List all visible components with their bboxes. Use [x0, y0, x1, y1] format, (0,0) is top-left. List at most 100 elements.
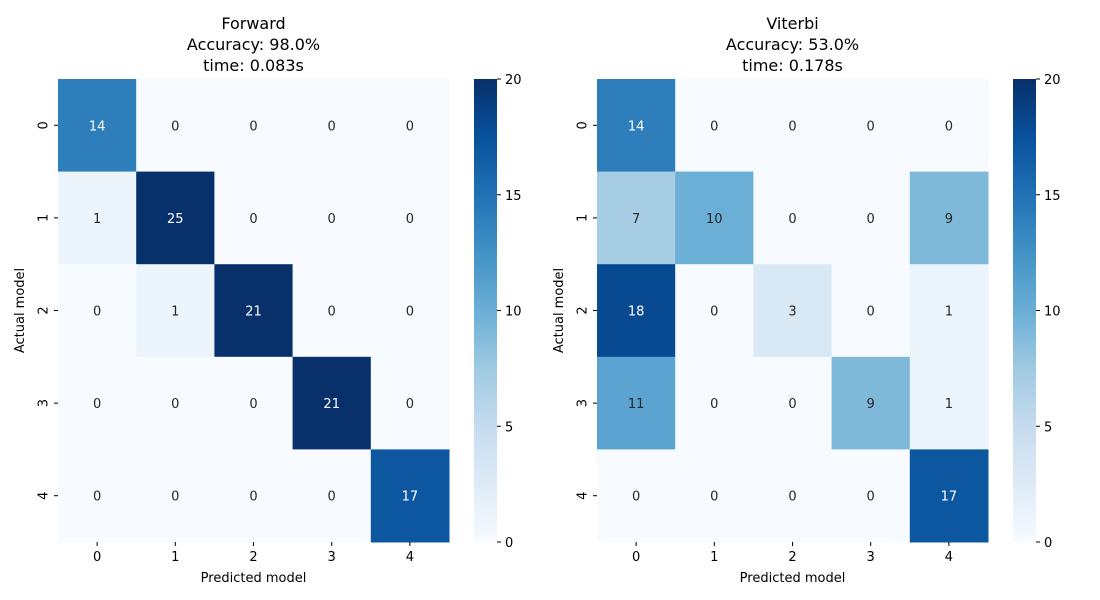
cell-value-label: 11 [628, 397, 645, 412]
y-axis-label: Actual model [552, 268, 567, 353]
x-tick-label: 2 [788, 550, 796, 565]
heatmap-cell [597, 79, 676, 173]
cell-value-label: 0 [171, 397, 179, 412]
heatmap-cell [831, 449, 911, 543]
heatmap-cell [136, 79, 215, 173]
y-tick-label: 3 [576, 399, 591, 407]
y-axis-label: Actual model [13, 268, 28, 353]
heatmap-cell [675, 449, 754, 543]
x-tick-label: 1 [171, 550, 179, 565]
heatmap-cell [214, 356, 294, 450]
cell-value-label: 1 [945, 305, 953, 320]
title-line-0: Viterbi [766, 14, 818, 33]
heatmap-cell [753, 449, 833, 543]
cell-value-label: 9 [945, 212, 953, 227]
x-tick-label: 2 [249, 550, 257, 565]
heatmap-cell [292, 171, 372, 265]
cell-value-label: 0 [249, 490, 257, 505]
cell-value-label: 0 [249, 397, 257, 412]
heatmap-cell [753, 264, 833, 358]
y-tick-label: 4 [37, 492, 52, 500]
cell-value-label: 0 [406, 212, 414, 227]
heatmap-cell [214, 449, 294, 543]
y-tick-label: 0 [37, 121, 52, 129]
heatmap-cell [136, 449, 215, 543]
cell-value-label: 0 [406, 397, 414, 412]
heatmap-cell [58, 171, 137, 265]
heatmap-cell [58, 264, 137, 358]
heatmap-cell [370, 356, 450, 450]
x-axis-label: Predicted model [740, 571, 846, 586]
colorbar-tick-label: 20 [1044, 73, 1061, 88]
cell-value-label: 0 [171, 490, 179, 505]
colorbar-tick-label: 0 [1044, 536, 1052, 551]
x-axis-label: Predicted model [201, 571, 307, 586]
heatmap-cell [909, 264, 989, 358]
y-tick-label: 1 [37, 214, 52, 222]
heatmap-cell [831, 356, 911, 450]
cell-value-label: 0 [249, 212, 257, 227]
heatmap-cell [831, 79, 911, 173]
y-tick-label: 0 [576, 121, 591, 129]
title-line-2: time: 0.083s [203, 56, 304, 75]
cell-value-label: 0 [945, 119, 953, 134]
x-tick-label: 1 [710, 550, 718, 565]
cell-value-label: 0 [406, 119, 414, 134]
colorbar-tick-label: 20 [505, 73, 522, 88]
cell-value-label: 0 [788, 397, 796, 412]
cell-value-label: 0 [93, 397, 101, 412]
heatmap-cell [909, 171, 989, 265]
cell-value-label: 0 [788, 490, 796, 505]
cell-value-label: 0 [788, 119, 796, 134]
colorbar-tick-label: 5 [505, 420, 513, 435]
cell-value-label: 3 [788, 305, 796, 320]
cell-value-label: 0 [328, 119, 336, 134]
title-line-1: Accuracy: 98.0% [187, 35, 320, 54]
colorbar [1013, 79, 1036, 542]
heatmap-cell [753, 171, 833, 265]
cell-value-label: 0 [93, 490, 101, 505]
cell-value-label: 0 [710, 397, 718, 412]
cell-value-label: 14 [628, 119, 645, 134]
x-tick-label: 3 [867, 550, 875, 565]
heatmap-cell [370, 79, 450, 173]
cell-value-label: 1 [171, 305, 179, 320]
heatmap-cell [292, 264, 372, 358]
heatmap-cell [675, 356, 754, 450]
heatmap-cell [214, 171, 294, 265]
colorbar-tick-label: 5 [1044, 420, 1052, 435]
x-tick-label: 0 [632, 550, 640, 565]
y-tick-label: 2 [576, 306, 591, 314]
cell-value-label: 18 [628, 305, 645, 320]
heatmap-cell [675, 171, 754, 265]
x-tick-label: 0 [93, 550, 101, 565]
cell-value-label: 21 [245, 305, 262, 320]
cell-value-label: 14 [89, 119, 106, 134]
heatmap-cell [214, 264, 294, 358]
heatmap-cell [597, 449, 676, 543]
cell-value-label: 0 [867, 490, 875, 505]
heatmap-cell [58, 449, 137, 543]
heatmap-cell [753, 79, 833, 173]
heatmap-cell [370, 449, 450, 543]
heatmap-cell [831, 264, 911, 358]
colorbar-tick-label: 15 [1044, 189, 1061, 204]
cell-value-label: 0 [710, 490, 718, 505]
y-tick-label: 4 [576, 492, 591, 500]
cell-value-label: 0 [710, 119, 718, 134]
cell-value-label: 1 [93, 212, 101, 227]
cell-value-label: 0 [867, 212, 875, 227]
cell-value-label: 0 [788, 212, 796, 227]
heatmap-cell [58, 79, 137, 173]
heatmap-cell [370, 264, 450, 358]
heatmap-cell [292, 79, 372, 173]
title-line-0: Forward [221, 14, 285, 33]
colorbar-tick-label: 10 [505, 305, 522, 320]
heatmap-cell [909, 449, 989, 543]
y-tick-label: 1 [576, 214, 591, 222]
colorbar-tick-label: 10 [1044, 305, 1061, 320]
cell-value-label: 7 [632, 212, 640, 227]
